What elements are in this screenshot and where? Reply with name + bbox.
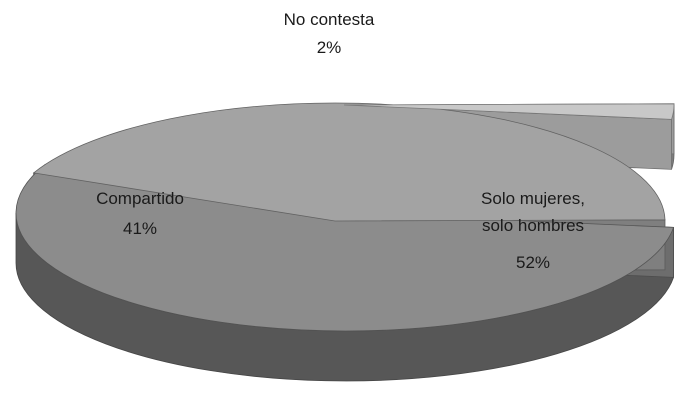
slice-value-label: 52% [516,253,550,272]
slice-label: solo hombres [482,216,584,235]
slice-label: Solo mujeres, [481,189,585,208]
slice-label: Compartido [96,189,184,208]
pie-tops [15,102,675,332]
slice-value-label: 2% [317,38,342,57]
slice-label: No contesta [284,10,375,29]
pie-slice [343,103,675,120]
slice-value-label: 41% [123,219,157,238]
pie-slice [15,164,675,332]
pie-labels: Solo mujeres, solo hombres 52% Compartido 41… [96,10,585,272]
